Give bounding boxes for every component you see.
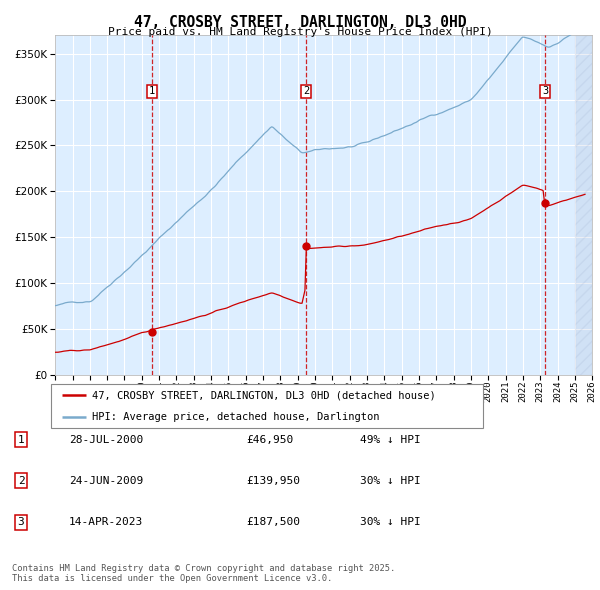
- Text: 1: 1: [149, 86, 155, 96]
- Text: Contains HM Land Registry data © Crown copyright and database right 2025.
This d: Contains HM Land Registry data © Crown c…: [12, 563, 395, 583]
- Text: £139,950: £139,950: [246, 476, 300, 486]
- Text: 47, CROSBY STREET, DARLINGTON, DL3 0HD (detached house): 47, CROSBY STREET, DARLINGTON, DL3 0HD (…: [92, 391, 436, 401]
- Text: 30% ↓ HPI: 30% ↓ HPI: [360, 517, 421, 527]
- Text: £46,950: £46,950: [246, 435, 293, 444]
- Text: 24-JUN-2009: 24-JUN-2009: [69, 476, 143, 486]
- Text: Price paid vs. HM Land Registry's House Price Index (HPI): Price paid vs. HM Land Registry's House …: [107, 27, 493, 37]
- Text: 47, CROSBY STREET, DARLINGTON, DL3 0HD: 47, CROSBY STREET, DARLINGTON, DL3 0HD: [134, 15, 466, 30]
- Text: 3: 3: [17, 517, 25, 527]
- Text: 3: 3: [542, 86, 548, 96]
- Text: 30% ↓ HPI: 30% ↓ HPI: [360, 476, 421, 486]
- Text: 49% ↓ HPI: 49% ↓ HPI: [360, 435, 421, 444]
- FancyBboxPatch shape: [51, 384, 483, 428]
- Text: HPI: Average price, detached house, Darlington: HPI: Average price, detached house, Darl…: [92, 412, 380, 422]
- Text: 28-JUL-2000: 28-JUL-2000: [69, 435, 143, 444]
- Text: 2: 2: [17, 476, 25, 486]
- Text: 1: 1: [17, 435, 25, 444]
- Text: 2: 2: [303, 86, 309, 96]
- Text: 14-APR-2023: 14-APR-2023: [69, 517, 143, 527]
- Text: £187,500: £187,500: [246, 517, 300, 527]
- Bar: [575, 35, 592, 375]
